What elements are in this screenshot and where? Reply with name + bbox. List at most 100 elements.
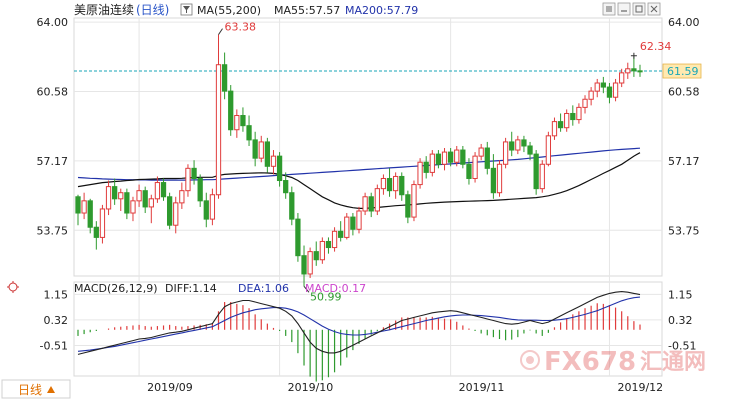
candle-body	[441, 151, 448, 165]
candle	[112, 178, 118, 205]
high-label: 63.38	[225, 21, 257, 34]
candle-body	[423, 161, 429, 173]
close-icon[interactable]	[647, 2, 661, 16]
candle	[625, 62, 631, 79]
candle	[429, 150, 435, 177]
last-price-badge	[662, 63, 702, 79]
candle-body	[472, 155, 478, 179]
candle	[313, 241, 319, 266]
y-tick-label-left: 60.58	[37, 86, 69, 99]
candle-body	[570, 112, 576, 121]
candle-body	[142, 190, 148, 208]
macd-params-label: MACD(26,12,9)	[74, 282, 158, 295]
candle-body	[521, 139, 527, 147]
candle-body	[93, 226, 99, 238]
candle-body	[148, 198, 154, 208]
candle	[252, 131, 258, 167]
candle	[325, 237, 332, 254]
candle-body	[203, 200, 209, 220]
candle-body	[619, 72, 625, 84]
candle	[631, 55, 637, 77]
candle	[228, 85, 234, 136]
candle	[148, 194, 154, 224]
candle	[606, 83, 613, 104]
candle	[405, 190, 411, 224]
candle-body	[625, 68, 631, 74]
x-axis: 2019/09 2019/10 2019/11 2019/12	[147, 381, 663, 394]
candle-body	[197, 177, 203, 202]
candle	[105, 180, 112, 216]
candle	[289, 186, 295, 226]
candle	[496, 160, 503, 197]
period-button[interactable]: 日线	[1, 379, 71, 399]
candle	[246, 115, 252, 146]
candle	[93, 221, 99, 250]
candle-body	[246, 125, 252, 141]
candle	[545, 131, 552, 167]
candle-body	[606, 86, 613, 98]
candle-body	[600, 82, 606, 88]
candle	[130, 196, 136, 222]
maximize-icon[interactable]	[632, 2, 646, 16]
candle-body	[374, 188, 380, 212]
macd-y-tick-left: 1.15	[44, 288, 69, 301]
candle	[637, 64, 643, 77]
candle-body	[411, 184, 417, 218]
macd-y-tick-right: -0.51	[668, 339, 696, 352]
candle	[295, 213, 301, 262]
candle	[399, 172, 405, 201]
candle-body	[368, 196, 374, 212]
macd-y-tick-right: 0.32	[668, 314, 693, 327]
candle-body	[112, 186, 118, 200]
candle	[356, 206, 362, 234]
candle-body	[380, 177, 387, 190]
candle-body	[221, 64, 228, 92]
y-tick-label-right: 53.75	[668, 224, 700, 237]
filter-icon[interactable]	[180, 3, 193, 16]
candle	[509, 131, 515, 157]
candle-body	[160, 182, 167, 198]
candle	[393, 172, 399, 199]
candle	[338, 221, 344, 242]
candle-body	[393, 175, 399, 192]
caret-up-icon	[47, 386, 55, 393]
candle	[307, 247, 313, 279]
candle-body	[301, 255, 307, 275]
candle-body	[118, 192, 124, 200]
candle-body	[564, 112, 570, 129]
candle-body	[283, 180, 289, 194]
candle-body	[136, 190, 142, 202]
candle-body	[490, 167, 497, 194]
candle-body	[417, 161, 423, 186]
candle	[118, 188, 124, 211]
candle-body	[264, 141, 271, 167]
candle	[203, 192, 209, 228]
price-annotations: 63.38 50.99 62.34 61.59	[218, 21, 702, 303]
candle-body	[209, 194, 216, 220]
macd-settings-icon[interactable]	[7, 281, 19, 293]
settings-icon[interactable]	[602, 2, 616, 16]
candle-body	[215, 64, 222, 196]
candle-body	[527, 145, 533, 155]
candle	[191, 160, 197, 185]
candle	[539, 160, 545, 193]
candle	[411, 180, 417, 222]
low-label: 50.99	[310, 290, 342, 303]
candle-body	[631, 68, 637, 72]
candle	[521, 135, 527, 153]
candle-body	[338, 230, 344, 238]
candle-body	[179, 190, 185, 204]
candle	[221, 52, 228, 100]
candle-body	[576, 106, 582, 121]
candle	[594, 78, 600, 98]
minimize-icon[interactable]	[617, 2, 631, 16]
candle-body	[594, 82, 600, 92]
candle-body	[356, 210, 362, 230]
candle	[258, 135, 264, 163]
macd-dea-value: DEA:1.06	[238, 282, 289, 295]
candle-body	[87, 200, 93, 228]
candle	[81, 192, 87, 220]
instrument-title: 美原油连续	[74, 2, 134, 17]
macd-lines	[77, 291, 641, 355]
